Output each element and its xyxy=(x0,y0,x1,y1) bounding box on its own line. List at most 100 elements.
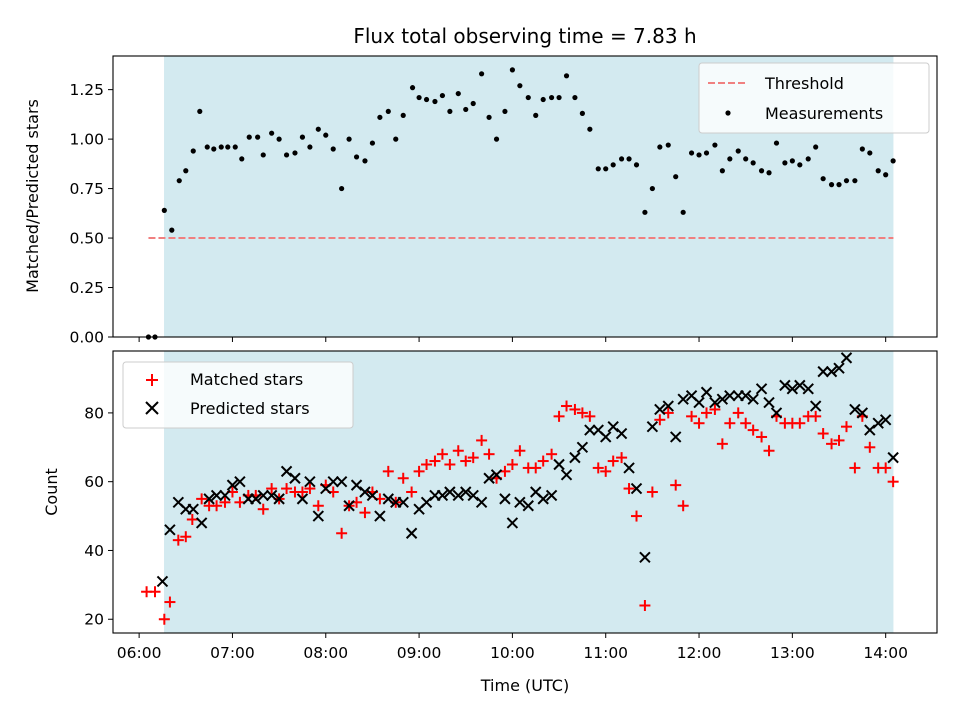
matched-star-point xyxy=(887,476,899,488)
measurement-point xyxy=(696,152,702,158)
predicted-star-point xyxy=(872,417,884,429)
matched-star-point xyxy=(444,458,456,470)
legend-predicted-label: Predicted stars xyxy=(190,399,310,418)
predicted-star-point xyxy=(887,451,899,464)
matched-star-point xyxy=(304,483,316,495)
bottom-y-axis-label: Count xyxy=(42,468,61,516)
legend-predicted-swatch xyxy=(145,401,159,415)
predicted-star-point xyxy=(374,510,386,522)
measurement-point xyxy=(183,168,189,174)
measurement-point xyxy=(610,162,616,168)
legend-threshold-label: Threshold xyxy=(764,74,844,93)
x-tick-label: 07:00 xyxy=(210,644,255,662)
measurement-point xyxy=(204,144,210,150)
matched-star-point xyxy=(724,417,736,429)
predicted-star-point xyxy=(280,465,293,478)
measurement-point xyxy=(556,94,562,101)
measurement-point xyxy=(283,152,290,158)
matched-star-point xyxy=(833,434,845,446)
predicted-star-point xyxy=(490,469,503,481)
matched-star-point xyxy=(616,452,628,464)
bottom-legend-box xyxy=(122,361,354,429)
matched-star-point xyxy=(794,417,806,429)
predicted-star-point xyxy=(779,379,791,392)
measurement-point xyxy=(339,185,345,192)
measurement-point xyxy=(642,209,648,215)
bottom-legend: Matched stars Predicted stars xyxy=(122,361,354,429)
predicted-star-point xyxy=(499,493,511,505)
predicted-star-point xyxy=(755,383,768,395)
x-tick-label: 11:00 xyxy=(583,644,628,662)
predicted-star-point xyxy=(156,575,169,588)
measurement-point xyxy=(828,182,835,188)
measurement-point xyxy=(211,146,217,152)
predicted-star-point xyxy=(770,407,783,419)
matched-star-point xyxy=(312,500,324,512)
matched-star-point xyxy=(677,500,689,512)
predicted-star-point xyxy=(864,424,876,436)
predicted-star-point xyxy=(786,383,799,395)
measurement-point xyxy=(315,126,321,132)
measurement-point xyxy=(493,136,500,142)
matched-star-point xyxy=(584,410,596,422)
matched-star-point xyxy=(196,493,208,505)
matched-star-point xyxy=(880,462,892,474)
measurement-point xyxy=(479,71,485,77)
measurement-point xyxy=(246,134,252,140)
top-y-axis-label: Matched/Predicted stars xyxy=(23,99,42,293)
predicted-star-point xyxy=(560,469,573,481)
bottom-y-axis-ticks: 20 40 60 80 xyxy=(84,404,113,629)
predicted-star-point xyxy=(475,496,488,509)
matched-star-point xyxy=(709,403,721,415)
predicted-star-point xyxy=(856,407,869,419)
predicted-star-point xyxy=(444,486,456,498)
measurement-point xyxy=(758,168,765,174)
bottom-x-axis-ticks: 06:00 07:00 08:00 09:00 10:00 11:00 12:00 13:00… xyxy=(117,633,908,662)
predicted-star-point xyxy=(296,493,309,505)
measurement-point xyxy=(587,126,593,132)
top-legend-box xyxy=(698,62,930,134)
predicted-star-point xyxy=(436,489,449,502)
predicted-star-point xyxy=(359,486,371,498)
bottom-plot-frame xyxy=(112,350,938,634)
measurement-point xyxy=(369,140,376,146)
top-x-axis-ticks xyxy=(138,337,887,342)
measurement-point xyxy=(218,144,224,150)
predicted-star-point xyxy=(382,493,394,505)
measurement-point xyxy=(633,162,640,168)
measurement-point xyxy=(703,150,710,156)
matched-star-point xyxy=(561,400,573,412)
legend-measurements-swatch xyxy=(725,110,731,116)
measurement-point xyxy=(618,156,625,162)
predicted-star-point xyxy=(514,496,526,509)
matched-star-point xyxy=(257,503,269,515)
predicted-star-point xyxy=(747,393,759,405)
measurement-point xyxy=(377,114,383,120)
predicted-star-point xyxy=(654,403,666,416)
predicted-star-point xyxy=(195,517,208,529)
matched-star-point xyxy=(537,455,549,467)
measurement-point xyxy=(657,144,663,150)
x-tick-label: 09:00 xyxy=(397,644,442,662)
predicted-star-point xyxy=(639,551,651,564)
x-tick-label: 12:00 xyxy=(677,644,722,662)
measurement-point xyxy=(735,148,741,154)
matched-star-point xyxy=(382,465,394,477)
predicted-star-point xyxy=(467,489,479,502)
predicted-star-point xyxy=(273,493,285,505)
measurement-point xyxy=(836,182,842,188)
predicted-star-point xyxy=(553,458,565,471)
matched-star-point xyxy=(607,455,619,467)
measurement-point xyxy=(743,156,749,162)
measurement-point xyxy=(867,150,873,156)
x-axis-label: Time (UTC) xyxy=(480,676,569,695)
predicted-star-point xyxy=(312,510,325,522)
measurement-point xyxy=(432,98,438,105)
matched-star-point xyxy=(701,407,713,419)
matched-star-point xyxy=(506,458,518,470)
matched-star-point xyxy=(840,421,852,433)
matched-star-point xyxy=(639,599,651,611)
bottom-panel: 20 40 60 80 06:00 07:00 08:00 09:00 10:00 11:00 1… xyxy=(42,350,938,695)
predicted-star-point xyxy=(210,489,223,502)
measurement-point xyxy=(813,144,819,150)
